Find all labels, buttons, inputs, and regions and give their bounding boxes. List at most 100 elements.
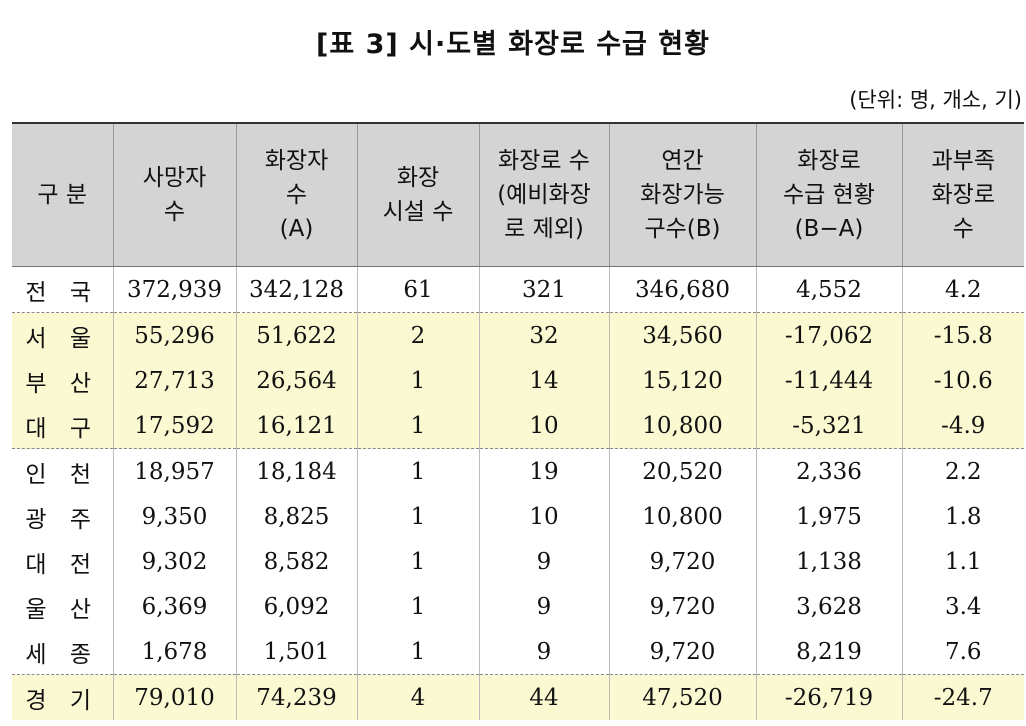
cell-cremations: 342,128 [235, 266, 357, 313]
unit-note: (단위: 명, 개소, 기) [849, 88, 1022, 112]
cell-region: 광 주 [25, 506, 100, 533]
cell-shortage: 7.6 [901, 629, 1024, 675]
cell-facilities: 1 [356, 403, 479, 449]
cell-deaths: 79,010 [112, 674, 236, 720]
col-header-facilities: 화장 시설 수 [356, 122, 479, 267]
cell-balance: -26,719 [755, 674, 902, 720]
cell-facilities: 2 [356, 312, 479, 358]
cell-shortage: -15.8 [901, 312, 1024, 358]
cell-deaths: 55,296 [112, 312, 236, 358]
cell-region: 울 산 [25, 596, 100, 623]
cell-cremations: 6,092 [235, 584, 357, 629]
cell-furnaces: 10 [478, 494, 609, 539]
cell-balance: 3,628 [755, 584, 902, 629]
cell-region: 부 산 [12, 358, 113, 403]
cell-cremations: 18,184 [235, 448, 357, 494]
cell-capacity: 15,120 [608, 358, 756, 403]
cell-cremations: 26,564 [235, 358, 357, 403]
cell-facilities: 1 [356, 584, 479, 629]
cell-capacity: 20,520 [608, 448, 756, 494]
cell-facilities: 1 [356, 448, 479, 494]
cell-cremations: 51,622 [235, 312, 357, 358]
cell-region: 인 천 [25, 461, 100, 488]
cell-cremations: 16,121 [235, 403, 357, 449]
col-header-balance: 화장로 수급 현황 (B−A) [755, 122, 902, 267]
table-body: 전 국 372,939 342,128 61 321 346,680 4,552 4.2 서 울… [12, 266, 1024, 720]
cell-capacity: 9,720 [608, 584, 756, 629]
cell-facilities: 1 [356, 629, 479, 675]
cremation-supply-table: 구 분 사망자 수 화장자 수 (A) 화장 시설 수 화장로 수 (예비화장 로 제외) … [12, 122, 1024, 720]
table-row: 대 전 9,302 8,582 1 9 9,720 1,138 1.1 [12, 539, 1024, 584]
cell-furnaces: 32 [478, 312, 609, 358]
cell-furnaces: 9 [478, 584, 609, 629]
cell-balance: 1,138 [755, 539, 902, 584]
cell-deaths: 372,939 [112, 266, 236, 313]
cell-deaths: 17,592 [112, 403, 236, 449]
cell-shortage: 1.1 [901, 539, 1024, 584]
cell-region: 서 울 [12, 312, 113, 358]
cell-deaths: 1,678 [112, 629, 236, 675]
cell-facilities: 1 [356, 494, 479, 539]
table-row: 세 종 1,678 1,501 1 9 9,720 8,219 7.6 [12, 629, 1024, 675]
cell-deaths: 9,350 [112, 494, 236, 539]
col-header-capacity: 연간 화장가능 구수(B) [608, 122, 756, 267]
table-title: [표 3] 시·도별 화장로 수급 현황 [316, 29, 710, 60]
table-row: 전 국 372,939 342,128 61 321 346,680 4,552 4.2 [12, 266, 1024, 313]
cell-shortage: -24.7 [901, 674, 1024, 720]
cell-balance: 2,336 [755, 448, 902, 494]
cell-region: 경 기 [12, 674, 113, 720]
cell-capacity: 9,720 [608, 629, 756, 675]
cell-balance: -17,062 [755, 312, 902, 358]
cell-facilities: 1 [356, 539, 479, 584]
cell-balance: 8,219 [755, 629, 902, 675]
cell-region: 대 전 [25, 551, 100, 578]
cell-furnaces: 9 [478, 539, 609, 584]
cell-shortage: 1.8 [901, 494, 1024, 539]
cell-shortage: -10.6 [901, 358, 1024, 403]
cell-region: 대 구 [12, 403, 113, 449]
cell-shortage: -4.9 [901, 403, 1024, 449]
cell-facilities: 61 [356, 266, 479, 313]
table-row: 경 기 79,010 74,239 4 44 47,520 -26,719 -24.7 [12, 674, 1024, 720]
table-row: 울 산 6,369 6,092 1 9 9,720 3,628 3.4 [12, 584, 1024, 629]
cell-capacity: 9,720 [608, 539, 756, 584]
cell-furnaces: 14 [478, 358, 609, 403]
cell-deaths: 6,369 [112, 584, 236, 629]
table-row: 서 울 55,296 51,622 2 32 34,560 -17,062 -15.8 [12, 312, 1024, 358]
cell-cremations: 1,501 [235, 629, 357, 675]
cell-balance: -5,321 [755, 403, 902, 449]
col-header-deaths: 사망자 수 [112, 122, 236, 267]
col-header-shortage: 과부족 화장로 수 [901, 122, 1024, 267]
cell-shortage: 3.4 [901, 584, 1024, 629]
cell-furnaces: 44 [478, 674, 609, 720]
cell-capacity: 47,520 [608, 674, 756, 720]
cell-region: 전 국 [12, 266, 113, 313]
table-row: 인 천 18,957 18,184 1 19 20,520 2,336 2.2 [12, 448, 1024, 494]
cell-furnaces: 321 [478, 266, 609, 313]
cell-capacity: 34,560 [608, 312, 756, 358]
cell-capacity: 10,800 [608, 403, 756, 449]
cell-furnaces: 10 [478, 403, 609, 449]
cell-capacity: 346,680 [608, 266, 756, 313]
cell-facilities: 1 [356, 358, 479, 403]
col-header-region: 구 분 [12, 122, 113, 267]
cell-facilities: 4 [356, 674, 479, 720]
col-header-cremations: 화장자 수 (A) [235, 122, 357, 267]
cell-deaths: 9,302 [112, 539, 236, 584]
cell-capacity: 10,800 [608, 494, 756, 539]
table-row: 대 구 17,592 16,121 1 10 10,800 -5,321 -4.9 [12, 403, 1024, 449]
cell-balance: -11,444 [755, 358, 902, 403]
cell-balance: 1,975 [755, 494, 902, 539]
cell-furnaces: 19 [478, 448, 609, 494]
header-row: 구 분 사망자 수 화장자 수 (A) 화장 시설 수 화장로 수 (예비화장 로 제외) … [12, 122, 1024, 267]
cell-cremations: 74,239 [235, 674, 357, 720]
cell-cremations: 8,582 [235, 539, 357, 584]
cell-region: 세 종 [12, 629, 113, 675]
cell-deaths: 27,713 [112, 358, 236, 403]
cell-shortage: 4.2 [901, 266, 1024, 313]
cell-deaths: 18,957 [112, 448, 236, 494]
cell-cremations: 8,825 [235, 494, 357, 539]
cell-shortage: 2.2 [901, 448, 1024, 494]
table-row: 광 주 9,350 8,825 1 10 10,800 1,975 1.8 [12, 494, 1024, 539]
cell-balance: 4,552 [755, 266, 902, 313]
